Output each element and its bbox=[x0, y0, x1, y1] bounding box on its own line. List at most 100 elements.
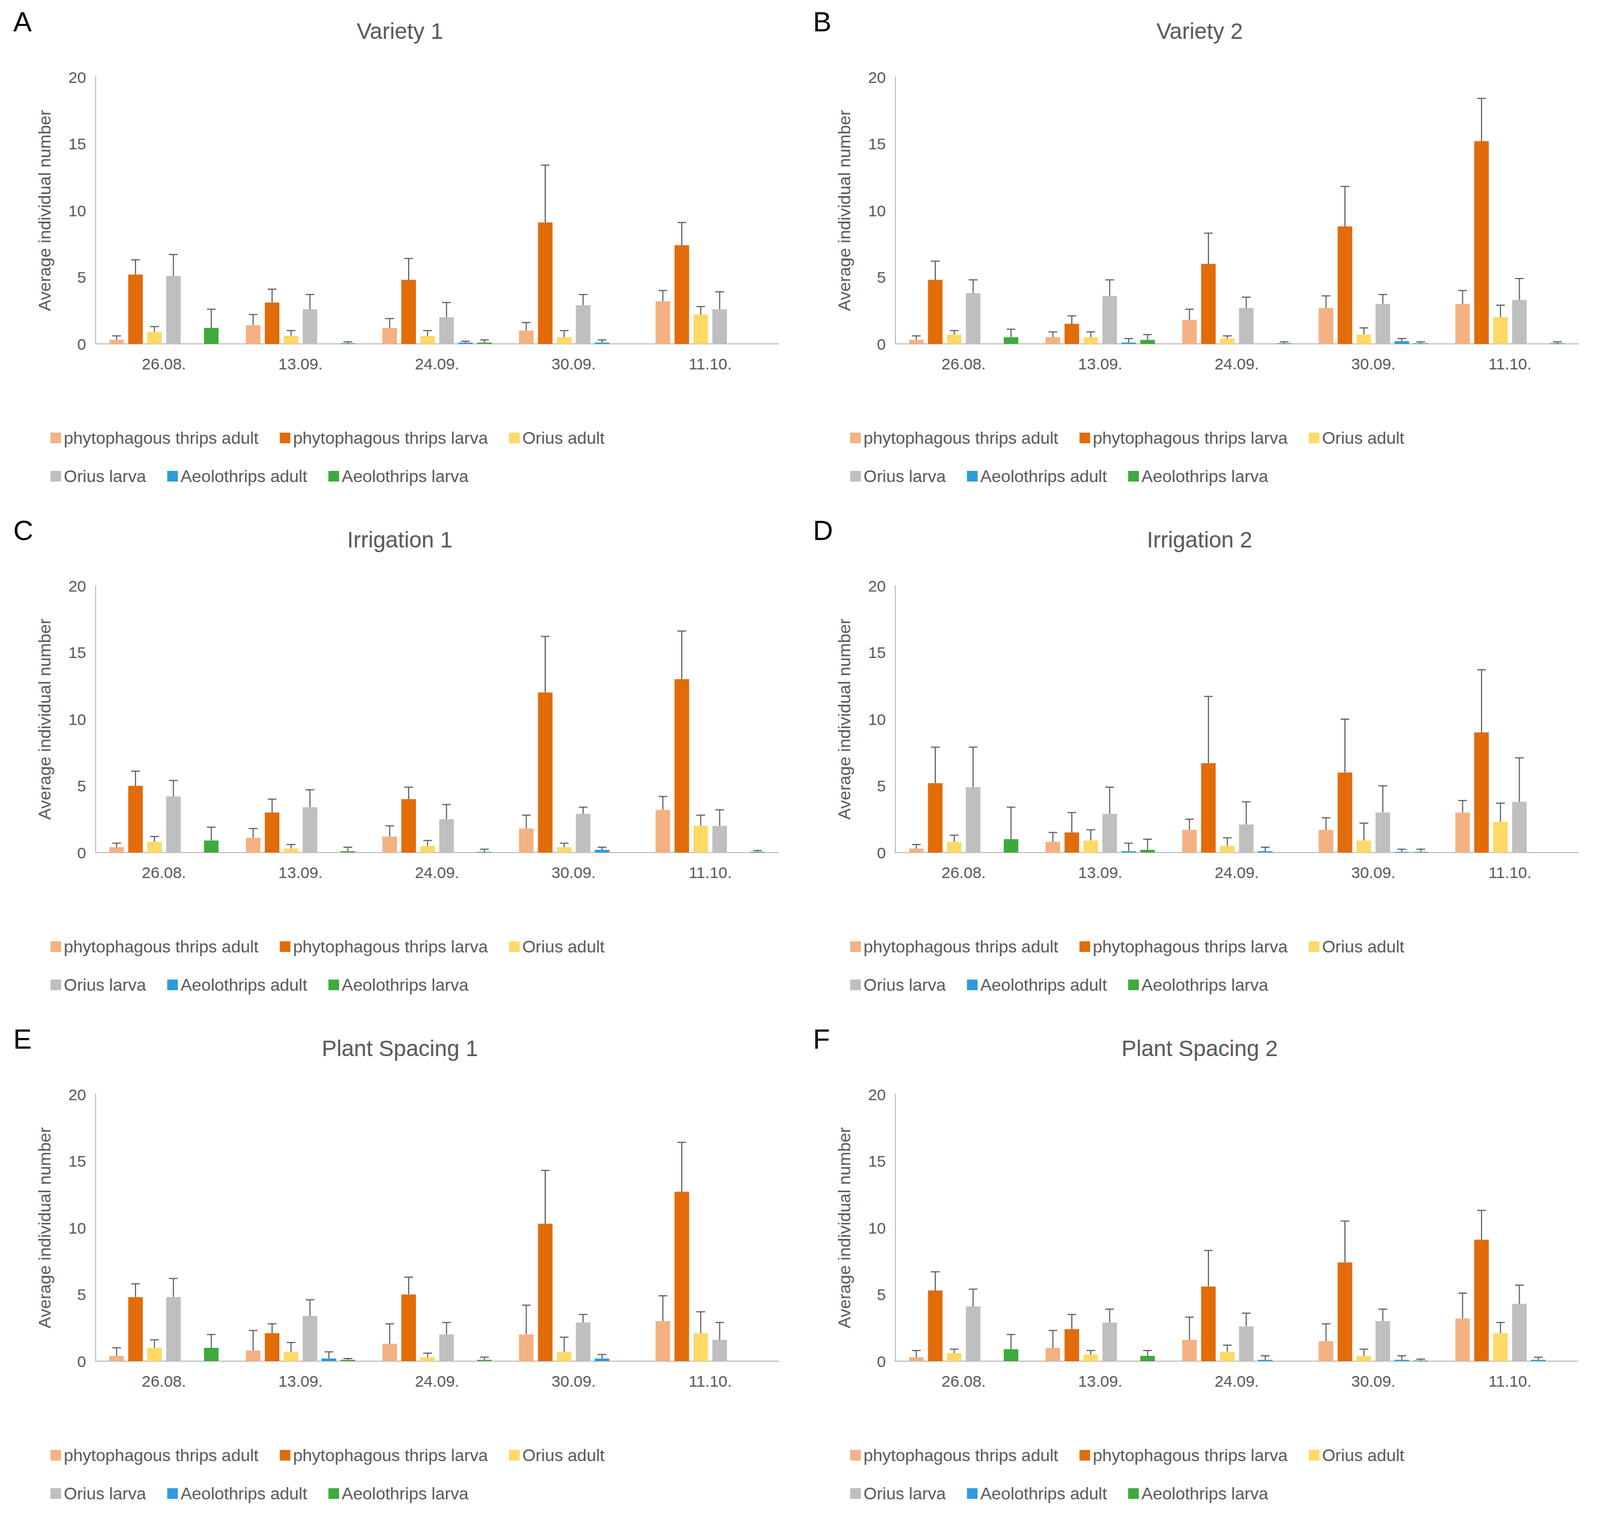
svg-text:11.10.: 11.10. bbox=[1488, 863, 1532, 882]
svg-text:15: 15 bbox=[68, 1152, 87, 1170]
svg-text:Orius larva: Orius larva bbox=[863, 466, 946, 486]
svg-text:Orius adult: Orius adult bbox=[1322, 428, 1405, 448]
svg-text:26.08.: 26.08. bbox=[941, 1372, 986, 1390]
svg-text:30.09.: 30.09. bbox=[1351, 1372, 1396, 1390]
svg-text:Aeolothrips larva: Aeolothrips larva bbox=[1141, 466, 1269, 486]
svg-text:Orius adult: Orius adult bbox=[522, 936, 605, 956]
svg-text:20: 20 bbox=[868, 577, 886, 595]
svg-text:Average individual number: Average individual number bbox=[834, 618, 854, 820]
svg-text:Average individual number: Average individual number bbox=[834, 109, 854, 312]
svg-text:A: A bbox=[13, 6, 32, 38]
svg-text:20: 20 bbox=[68, 1085, 87, 1104]
svg-text:13.09.: 13.09. bbox=[278, 863, 323, 882]
svg-text:5: 5 bbox=[77, 776, 87, 795]
svg-text:Orius larva: Orius larva bbox=[863, 1483, 946, 1503]
svg-text:26.08.: 26.08. bbox=[941, 863, 986, 882]
svg-text:15: 15 bbox=[68, 134, 87, 153]
svg-text:phytophagous thrips adult: phytophagous thrips adult bbox=[863, 1445, 1059, 1465]
svg-text:0: 0 bbox=[876, 843, 886, 862]
svg-text:30.09.: 30.09. bbox=[551, 1372, 596, 1390]
svg-text:Aeolothrips larva: Aeolothrips larva bbox=[1141, 975, 1269, 995]
svg-text:5: 5 bbox=[77, 268, 87, 286]
svg-text:Irrigation 1: Irrigation 1 bbox=[346, 527, 453, 553]
svg-text:20: 20 bbox=[68, 68, 87, 87]
svg-text:phytophagous thrips larva: phytophagous thrips larva bbox=[1092, 428, 1288, 448]
svg-text:F: F bbox=[813, 1023, 831, 1055]
svg-text:20: 20 bbox=[868, 1085, 886, 1104]
svg-text:Average individual number: Average individual number bbox=[35, 618, 55, 820]
svg-text:10: 10 bbox=[68, 1218, 87, 1237]
svg-text:24.09.: 24.09. bbox=[1214, 1372, 1259, 1390]
svg-text:Orius adult: Orius adult bbox=[522, 1445, 605, 1465]
svg-text:24.09.: 24.09. bbox=[415, 863, 460, 882]
svg-text:Orius larva: Orius larva bbox=[63, 466, 147, 486]
svg-text:phytophagous thrips adult: phytophagous thrips adult bbox=[63, 1445, 259, 1465]
svg-text:Orius larva: Orius larva bbox=[63, 1483, 147, 1503]
svg-text:phytophagous thrips adult: phytophagous thrips adult bbox=[63, 428, 259, 448]
svg-text:Orius adult: Orius adult bbox=[1322, 936, 1405, 956]
svg-text:Aeolothrips larva: Aeolothrips larva bbox=[1141, 1483, 1269, 1503]
svg-text:Orius larva: Orius larva bbox=[863, 975, 946, 995]
svg-text:11.10.: 11.10. bbox=[688, 1372, 732, 1390]
svg-text:26.08.: 26.08. bbox=[141, 863, 186, 882]
svg-text:Aeolothrips larva: Aeolothrips larva bbox=[341, 1483, 469, 1503]
svg-text:Variety 1: Variety 1 bbox=[356, 18, 444, 44]
svg-text:0: 0 bbox=[876, 1352, 886, 1370]
svg-text:24.09.: 24.09. bbox=[415, 354, 460, 373]
svg-text:5: 5 bbox=[876, 1285, 886, 1303]
svg-text:13.09.: 13.09. bbox=[1078, 354, 1123, 373]
svg-text:20: 20 bbox=[868, 68, 886, 87]
svg-text:Orius adult: Orius adult bbox=[1322, 1445, 1405, 1465]
svg-text:Average individual number: Average individual number bbox=[834, 1127, 854, 1329]
svg-text:24.09.: 24.09. bbox=[1214, 863, 1259, 882]
svg-text:Aeolothrips adult: Aeolothrips adult bbox=[180, 1483, 308, 1503]
svg-text:Plant Spacing 2: Plant Spacing 2 bbox=[1121, 1035, 1278, 1061]
svg-text:10: 10 bbox=[68, 710, 87, 728]
svg-text:15: 15 bbox=[868, 134, 886, 153]
svg-text:Variety 2: Variety 2 bbox=[1156, 18, 1243, 44]
svg-text:10: 10 bbox=[868, 201, 886, 220]
svg-text:13.09.: 13.09. bbox=[278, 354, 323, 373]
svg-text:0: 0 bbox=[77, 335, 87, 353]
svg-text:Aeolothrips adult: Aeolothrips adult bbox=[980, 1483, 1107, 1503]
svg-text:15: 15 bbox=[68, 643, 87, 662]
svg-text:26.08.: 26.08. bbox=[941, 354, 986, 373]
svg-text:Plant Spacing 1: Plant Spacing 1 bbox=[321, 1035, 478, 1061]
svg-text:11.10.: 11.10. bbox=[688, 863, 732, 882]
svg-text:11.10.: 11.10. bbox=[1488, 1372, 1532, 1390]
svg-text:phytophagous thrips larva: phytophagous thrips larva bbox=[292, 936, 488, 956]
svg-text:Aeolothrips adult: Aeolothrips adult bbox=[180, 466, 308, 486]
svg-text:phytophagous thrips adult: phytophagous thrips adult bbox=[863, 936, 1059, 956]
svg-text:Average individual number: Average individual number bbox=[35, 109, 55, 312]
svg-text:phytophagous thrips larva: phytophagous thrips larva bbox=[1092, 936, 1288, 956]
svg-text:phytophagous thrips larva: phytophagous thrips larva bbox=[292, 428, 488, 448]
svg-text:Aeolothrips adult: Aeolothrips adult bbox=[980, 975, 1107, 995]
svg-text:26.08.: 26.08. bbox=[141, 1372, 186, 1390]
svg-text:0: 0 bbox=[77, 843, 87, 862]
svg-text:5: 5 bbox=[876, 268, 886, 286]
svg-text:0: 0 bbox=[876, 335, 886, 353]
svg-text:phytophagous thrips larva: phytophagous thrips larva bbox=[292, 1445, 488, 1465]
svg-text:5: 5 bbox=[77, 1285, 87, 1303]
svg-text:30.09.: 30.09. bbox=[1351, 354, 1396, 373]
svg-text:phytophagous thrips larva: phytophagous thrips larva bbox=[1092, 1445, 1288, 1465]
svg-text:30.09.: 30.09. bbox=[551, 354, 596, 373]
svg-text:11.10.: 11.10. bbox=[688, 354, 732, 373]
svg-text:Aeolothrips adult: Aeolothrips adult bbox=[180, 975, 308, 995]
svg-text:B: B bbox=[813, 6, 832, 38]
svg-text:5: 5 bbox=[876, 776, 886, 795]
svg-text:30.09.: 30.09. bbox=[551, 863, 596, 882]
svg-text:10: 10 bbox=[68, 201, 87, 220]
svg-text:13.09.: 13.09. bbox=[1078, 1372, 1123, 1390]
svg-text:Aeolothrips adult: Aeolothrips adult bbox=[980, 466, 1107, 486]
svg-text:13.09.: 13.09. bbox=[278, 1372, 323, 1390]
svg-text:24.09.: 24.09. bbox=[1214, 354, 1259, 373]
svg-text:E: E bbox=[13, 1023, 32, 1055]
svg-text:Aeolothrips larva: Aeolothrips larva bbox=[341, 466, 469, 486]
svg-text:phytophagous thrips adult: phytophagous thrips adult bbox=[63, 936, 259, 956]
svg-text:20: 20 bbox=[68, 577, 87, 595]
svg-text:26.08.: 26.08. bbox=[141, 354, 186, 373]
svg-text:Orius larva: Orius larva bbox=[63, 975, 147, 995]
svg-text:13.09.: 13.09. bbox=[1078, 863, 1123, 882]
svg-text:Aeolothrips larva: Aeolothrips larva bbox=[341, 975, 469, 995]
